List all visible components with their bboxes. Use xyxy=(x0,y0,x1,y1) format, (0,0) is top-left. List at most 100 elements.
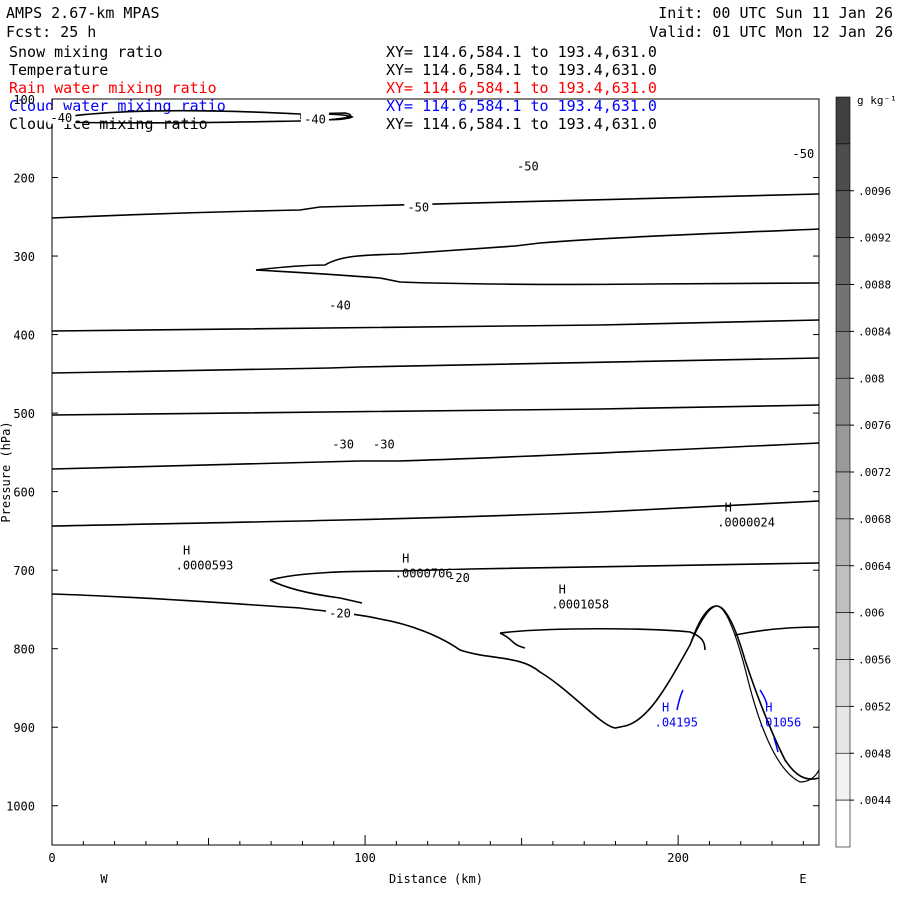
cloud-water-contours xyxy=(676,689,779,753)
colorbar-label: .0088 xyxy=(858,279,891,292)
cloud-water-contour xyxy=(759,689,768,706)
colorbar-label: .0064 xyxy=(858,560,891,573)
y-tick-label: 200 xyxy=(13,172,35,186)
colorbar-label: .0052 xyxy=(858,700,891,713)
isotherm-contour xyxy=(51,500,820,527)
colorbar-label: .0096 xyxy=(858,185,891,198)
maxima-labels: H.0000593H.0000706H.0001058H.0000024H.04… xyxy=(176,500,802,729)
isotherm-contour xyxy=(255,228,820,271)
colorbar-swatch xyxy=(835,706,851,754)
plot-frame xyxy=(51,98,820,846)
colorbar-label: .0084 xyxy=(858,325,891,338)
isotherm-contour xyxy=(51,193,820,219)
colorbar-label: .0076 xyxy=(858,419,891,432)
field-name: Rain water mixing ratio xyxy=(9,79,217,97)
temperature-label: -30 xyxy=(332,438,354,452)
cloud-water-contour xyxy=(773,737,779,753)
colorbar-label: .008 xyxy=(858,372,885,385)
field-xy: XY= 114.6,584.1 to 193.4,631.0 xyxy=(386,61,657,79)
field-xy: XY= 114.6,584.1 to 193.4,631.0 xyxy=(386,43,657,61)
x-tick-label: 0 xyxy=(48,851,55,865)
y-tick-label: 700 xyxy=(13,564,35,578)
east-label: E xyxy=(799,872,806,886)
colorbar-label: .0044 xyxy=(858,794,891,807)
maximum-marker: H xyxy=(559,583,566,597)
west-label: W xyxy=(100,872,108,886)
valid-time: Valid: 01 UTC Mon 12 Jan 26 xyxy=(649,23,893,41)
temperature-label: -40 xyxy=(51,111,73,125)
field-xy: XY= 114.6,584.1 to 193.4,631.0 xyxy=(386,79,657,97)
maximum-marker: H xyxy=(183,543,190,557)
y-tick-label: 900 xyxy=(13,721,35,735)
x-axis-label: Distance (km) xyxy=(389,872,483,886)
colorbar-label: .0072 xyxy=(858,466,891,479)
maximum-value: .0000024 xyxy=(717,515,775,529)
model-title: AMPS 2.67-km MPAS xyxy=(6,4,160,22)
isotherm-contour xyxy=(499,632,526,649)
colorbar-swatch xyxy=(835,424,851,473)
y-tick-label: 600 xyxy=(13,486,35,500)
isotherm-contour xyxy=(269,562,820,581)
colorbar-swatch xyxy=(835,471,851,520)
y-axis-label: Pressure (hPa) xyxy=(0,421,13,522)
maximum-value: .0000593 xyxy=(176,558,234,572)
field-name: Temperature xyxy=(9,61,108,79)
colorbar-swatch xyxy=(835,237,851,285)
isotherm-contour xyxy=(51,404,820,416)
isotherm-contour xyxy=(51,357,820,374)
x-tick-label: 200 xyxy=(667,851,689,865)
y-axis: 100 200 300 400 500 600 700 800 900 1000 xyxy=(6,93,819,814)
label-mask xyxy=(326,605,355,620)
label-mask xyxy=(300,111,329,126)
temperature-label: -20 xyxy=(448,571,470,585)
y-tick-label: 1000 xyxy=(6,800,35,814)
maximum-marker: H xyxy=(662,701,669,715)
label-mask xyxy=(513,158,542,173)
temperature-label: -20 xyxy=(329,606,351,620)
temperature-label: -40 xyxy=(304,112,326,126)
maximum-marker: H xyxy=(765,701,772,715)
colorbar-swatch xyxy=(835,143,851,192)
label-mask xyxy=(329,436,358,451)
isotherm-contour xyxy=(499,627,706,651)
field-xy: XY= 114.6,584.1 to 193.4,631.0 xyxy=(386,115,657,133)
isotherm-contour xyxy=(51,319,820,332)
label-mask xyxy=(369,436,398,451)
y-tick-label: 400 xyxy=(13,329,35,343)
colorbar-swatch xyxy=(835,331,851,379)
colorbar-swatch xyxy=(835,284,851,332)
isotherm-contour xyxy=(51,442,820,470)
terrain-outline xyxy=(689,605,820,783)
maximum-value: .04195 xyxy=(655,716,698,730)
maximum-value: .0000706 xyxy=(395,566,453,580)
colorbar-swatch xyxy=(835,799,851,848)
colorbar-swatch xyxy=(835,752,851,801)
colorbar-swatch xyxy=(835,518,851,567)
colorbar-swatch xyxy=(835,659,851,707)
isotherm-contour xyxy=(51,593,820,780)
label-mask xyxy=(789,145,818,160)
isotherm-contour xyxy=(734,626,820,636)
field-name: Cloud ice mixing ratio xyxy=(9,115,208,133)
temperature-label: -40 xyxy=(329,299,351,313)
colorbar-units: g kg⁻¹ xyxy=(857,94,897,107)
field-xy: XY= 114.6,584.1 to 193.4,631.0 xyxy=(386,97,657,115)
colorbar-swatch xyxy=(835,190,851,238)
label-mask xyxy=(47,109,76,124)
colorbar-label: .006 xyxy=(858,607,885,620)
colorbar-label: .0056 xyxy=(858,654,891,667)
temperature-label: -30 xyxy=(373,438,395,452)
label-mask xyxy=(326,297,355,312)
cloud-water-contour xyxy=(676,689,684,711)
label-mask xyxy=(444,570,473,585)
y-tick-label: 800 xyxy=(13,643,35,657)
forecast-hour: Fcst: 25 h xyxy=(6,23,96,41)
temperature-contours xyxy=(51,109,820,780)
colorbar-label: .0092 xyxy=(858,232,891,245)
colorbar-swatch xyxy=(835,96,851,145)
x-axis: 0 100 200 xyxy=(48,835,804,865)
temperature-label: -50 xyxy=(407,200,429,214)
maximum-value: .0001058 xyxy=(551,598,609,612)
y-tick-label: 300 xyxy=(13,250,35,264)
